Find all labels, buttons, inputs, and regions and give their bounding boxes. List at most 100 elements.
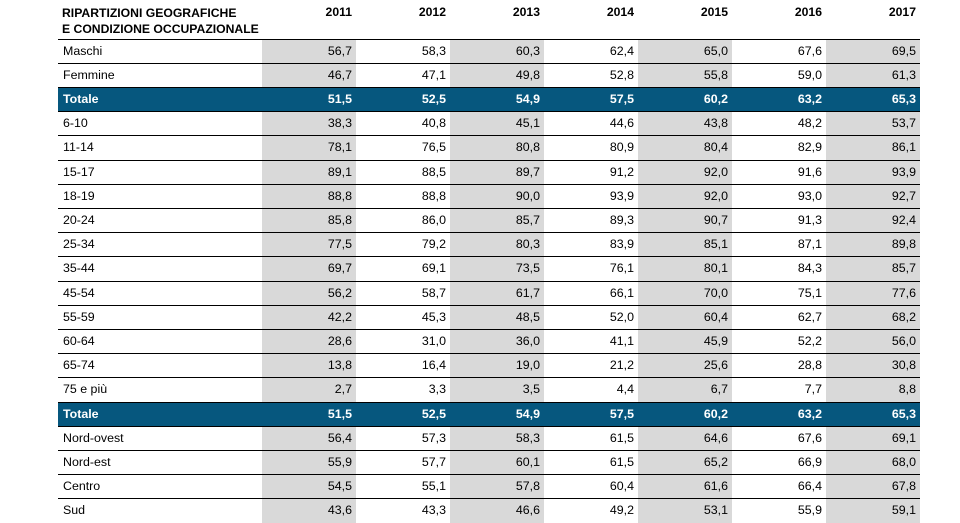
value-cell-2013: 58,3 — [450, 425, 544, 451]
year-header-2015: 2015 — [700, 5, 728, 19]
row-label: 55-59 — [58, 304, 262, 330]
value-cell-2014: 62,4 — [544, 38, 638, 64]
value-cell-2014: 80,9 — [544, 135, 638, 161]
table-row: 20-24 85,8 86,0 85,7 89,3 90,7 91,3 92,4 — [58, 207, 920, 233]
value-cell-2013: 60,1 — [450, 449, 544, 475]
value-cell-2013: 85,7 — [450, 207, 544, 233]
value-cell-2013: 60,3 — [450, 38, 544, 64]
value-cell-2017: 93,9 — [826, 159, 920, 185]
value-cell-2017: 30,8 — [826, 353, 920, 378]
value-cell-2015: 92,0 — [638, 183, 732, 209]
header-row: RIPARTIZIONI GEOGRAFICHE E CONDIZIONE OCC… — [58, 0, 920, 39]
value-cell-2011: 78,1 — [262, 135, 356, 161]
row-label: Sud — [58, 498, 262, 523]
value-cell-2013: 3,5 — [450, 377, 544, 403]
table-row: 75 e più 2,7 3,3 3,5 4,4 6,7 7,7 8,8 — [58, 377, 920, 403]
value-cell-2014: 52,0 — [544, 304, 638, 330]
table-row: Nord-ovest 56,4 57,3 58,3 61,5 64,6 67,6 69,1 — [58, 425, 920, 451]
value-cell-2016: 48,2 — [732, 111, 826, 136]
value-cell-2011: 77,5 — [262, 232, 356, 257]
value-cell-2011: 43,6 — [262, 498, 356, 523]
value-cell-2012: 69,1 — [356, 256, 450, 282]
value-cell-2011: 69,7 — [262, 256, 356, 282]
year-header-2013: 2013 — [512, 5, 540, 19]
value-cell-2014: 83,9 — [544, 232, 638, 257]
value-cell-2012: 58,7 — [356, 280, 450, 306]
value-cell-2015: 43,8 — [638, 111, 732, 136]
value-cell-2016: 84,3 — [732, 256, 826, 282]
value-cell-2013: 80,3 — [450, 232, 544, 257]
value-cell-2015: 80,4 — [638, 135, 732, 161]
value-cell-2014: 52,8 — [544, 62, 638, 88]
row-label-header: RIPARTIZIONI GEOGRAFICHE E CONDIZIONE OCC… — [58, 0, 262, 39]
table-row: 60-64 28,6 31,0 36,0 41,1 45,9 52,2 56,0 — [58, 328, 920, 354]
value-cell-2016: 63,2 — [732, 401, 826, 427]
value-cell-2011: 46,7 — [262, 62, 356, 88]
table-row: 25-34 77,5 79,2 80,3 83,9 85,1 87,1 89,8 — [58, 232, 920, 257]
value-cell-2012: 3,3 — [356, 377, 450, 403]
value-cell-2011: 85,8 — [262, 207, 356, 233]
value-cell-2012: 43,3 — [356, 498, 450, 523]
value-cell-2012: 58,3 — [356, 38, 450, 64]
row-label: Nord-ovest — [58, 425, 262, 451]
row-label: Maschi — [58, 38, 262, 64]
year-header-2016: 2016 — [794, 5, 822, 19]
value-cell-2017: 53,7 — [826, 111, 920, 136]
value-cell-2011: 51,5 — [262, 401, 356, 427]
table-row: Sud 43,6 43,3 46,6 49,2 53,1 55,9 59,1 — [58, 498, 920, 523]
table-row: 15-17 89,1 88,5 89,7 91,2 92,0 91,6 93,9 — [58, 159, 920, 185]
row-label: 35-44 — [58, 256, 262, 282]
value-cell-2013: 19,0 — [450, 353, 544, 378]
value-cell-2017: 65,3 — [826, 86, 920, 112]
value-cell-2017: 86,1 — [826, 135, 920, 161]
value-cell-2012: 31,0 — [356, 328, 450, 354]
table-row: Femmine 46,7 47,1 49,8 52,8 55,8 59,0 61,3 — [58, 62, 920, 88]
value-cell-2011: 13,8 — [262, 353, 356, 378]
value-cell-2011: 38,3 — [262, 111, 356, 136]
value-cell-2012: 47,1 — [356, 62, 450, 88]
value-cell-2015: 70,0 — [638, 280, 732, 306]
table-body: Maschi 56,7 58,3 60,3 62,4 65,0 67,6 69,5 Femmin… — [58, 38, 920, 523]
value-cell-2012: 55,1 — [356, 474, 450, 499]
value-cell-2015: 80,1 — [638, 256, 732, 282]
value-cell-2013: 46,6 — [450, 498, 544, 523]
year-header-2011: 2011 — [325, 5, 352, 19]
value-cell-2015: 92,0 — [638, 159, 732, 185]
value-cell-2011: 42,2 — [262, 304, 356, 330]
value-cell-2012: 52,5 — [356, 401, 450, 427]
value-cell-2012: 40,8 — [356, 111, 450, 136]
total-row: Totale 51,5 52,5 54,9 57,5 60,2 63,2 65,3 — [58, 86, 920, 112]
table-row: 6-10 38,3 40,8 45,1 44,6 43,8 48,2 53,7 — [58, 111, 920, 136]
value-cell-2012: 79,2 — [356, 232, 450, 257]
value-cell-2012: 16,4 — [356, 353, 450, 378]
row-label: Totale — [58, 401, 262, 427]
value-cell-2013: 36,0 — [450, 328, 544, 354]
value-cell-2014: 49,2 — [544, 498, 638, 523]
table-row: Centro 54,5 55,1 57,8 60,4 61,6 66,4 67,8 — [58, 474, 920, 499]
value-cell-2013: 54,9 — [450, 86, 544, 112]
value-cell-2015: 61,6 — [638, 474, 732, 499]
row-label: Centro — [58, 474, 262, 499]
value-cell-2016: 28,8 — [732, 353, 826, 378]
value-cell-2013: 48,5 — [450, 304, 544, 330]
table-row: 55-59 42,2 45,3 48,5 52,0 60,4 62,7 68,2 — [58, 304, 920, 330]
value-cell-2015: 85,1 — [638, 232, 732, 257]
value-cell-2017: 77,6 — [826, 280, 920, 306]
statistics-table: RIPARTIZIONI GEOGRAFICHE E CONDIZIONE OCC… — [58, 0, 920, 523]
value-cell-2016: 87,1 — [732, 232, 826, 257]
value-cell-2015: 60,2 — [638, 86, 732, 112]
row-label: 20-24 — [58, 207, 262, 233]
value-cell-2011: 55,9 — [262, 449, 356, 475]
value-cell-2011: 2,7 — [262, 377, 356, 403]
row-label: 75 e più — [58, 377, 262, 403]
row-label: 45-54 — [58, 280, 262, 306]
value-cell-2017: 68,2 — [826, 304, 920, 330]
value-cell-2016: 59,0 — [732, 62, 826, 88]
table-row: Nord-est 55,9 57,7 60,1 61,5 65,2 66,9 68,0 — [58, 449, 920, 475]
value-cell-2013: 57,8 — [450, 474, 544, 499]
value-cell-2011: 88,8 — [262, 183, 356, 209]
row-label-header-line1: RIPARTIZIONI GEOGRAFICHE — [62, 6, 237, 20]
value-cell-2013: 73,5 — [450, 256, 544, 282]
value-cell-2012: 45,3 — [356, 304, 450, 330]
year-header-2017: 2017 — [888, 5, 916, 19]
